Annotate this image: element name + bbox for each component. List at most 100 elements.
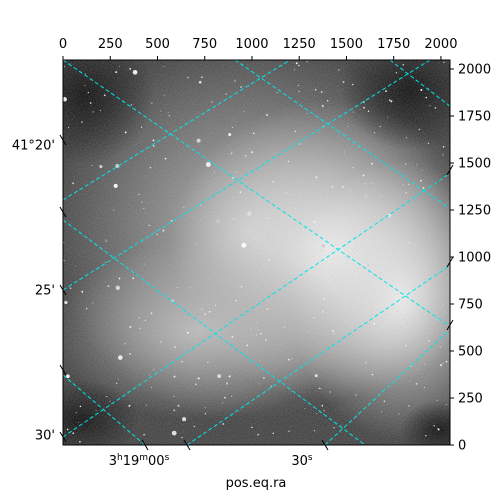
x-tick-label: 250: [98, 37, 123, 52]
star: [69, 287, 72, 289]
star: [447, 277, 449, 279]
star: [196, 243, 197, 245]
star: [196, 138, 201, 143]
star: [294, 69, 296, 71]
star: [152, 145, 155, 147]
star: [116, 382, 118, 384]
star: [163, 94, 165, 96]
star: [291, 278, 292, 280]
coordinate-grid: [63, 60, 450, 445]
star: [117, 355, 123, 360]
star: [319, 388, 321, 390]
star: [445, 404, 447, 406]
star: [240, 286, 243, 288]
ra-tick-mark: [321, 439, 329, 451]
x-tick-label: 500: [145, 37, 170, 52]
star: [373, 132, 376, 134]
star: [91, 165, 93, 167]
star: [398, 413, 400, 415]
star: [85, 73, 87, 75]
dec-tick-mark: [59, 284, 67, 296]
star: [408, 242, 410, 244]
star: [115, 163, 120, 169]
star: [66, 374, 70, 379]
star: [256, 322, 258, 324]
star: [404, 163, 407, 165]
star: [335, 321, 337, 322]
star: [248, 148, 250, 150]
star: [434, 107, 437, 109]
star: [364, 251, 367, 253]
star: [168, 115, 170, 117]
grid-line: [63, 60, 431, 291]
star: [393, 234, 396, 236]
star: [306, 60, 308, 62]
y-tick-label: 750: [458, 298, 483, 313]
star: [247, 211, 252, 216]
star: [437, 428, 439, 429]
star: [442, 362, 444, 364]
star: [252, 132, 255, 135]
star: [364, 182, 366, 185]
star: [162, 229, 165, 232]
star: [266, 114, 269, 116]
star: [422, 186, 425, 189]
star: [321, 244, 326, 248]
star: [92, 111, 94, 113]
y-tick-label: 1500: [458, 157, 491, 172]
star: [287, 160, 290, 163]
star: [409, 380, 411, 382]
star: [424, 363, 426, 365]
grid-line: [186, 264, 450, 445]
star: [405, 192, 408, 194]
grid-line: [389, 60, 450, 107]
star: [418, 128, 420, 131]
star: [64, 300, 68, 305]
star: [129, 353, 131, 355]
star: [357, 181, 359, 183]
star: [208, 311, 211, 313]
x-tick-label: 1750: [377, 37, 410, 52]
star: [231, 127, 233, 128]
y-pixel-axis: 0 250 500 750 1000 1250 1500 1750 2000: [450, 63, 491, 454]
star: [241, 242, 247, 248]
star: [253, 237, 255, 240]
x-tick-label: 1250: [283, 37, 316, 52]
star: [367, 110, 370, 112]
star: [143, 263, 145, 265]
star: [402, 184, 404, 185]
star: [395, 72, 398, 74]
star: [371, 373, 374, 376]
star: [106, 396, 108, 398]
dec-tick-mark: [59, 431, 67, 443]
star: [195, 383, 197, 385]
star: [181, 436, 183, 439]
star: [124, 343, 126, 345]
star: [99, 165, 103, 169]
star: [92, 302, 94, 304]
star: [146, 404, 148, 406]
star: [276, 91, 278, 94]
star: [266, 308, 269, 310]
star: [149, 166, 152, 169]
star: [148, 224, 150, 227]
star: [201, 308, 203, 311]
star: [359, 108, 361, 110]
star: [272, 180, 275, 183]
star: [206, 236, 208, 238]
star: [288, 430, 290, 432]
star: [187, 76, 189, 79]
star: [443, 61, 445, 64]
star: [352, 166, 355, 169]
star: [143, 433, 145, 436]
star: [440, 364, 442, 367]
star: [117, 378, 119, 380]
star: [207, 361, 209, 364]
ra-tick-mark: [446, 256, 454, 268]
star: [342, 81, 345, 83]
star: [113, 183, 118, 188]
star: [176, 286, 178, 288]
star: [75, 412, 77, 414]
star: [105, 261, 107, 263]
ra-tick-mark: [446, 319, 454, 331]
